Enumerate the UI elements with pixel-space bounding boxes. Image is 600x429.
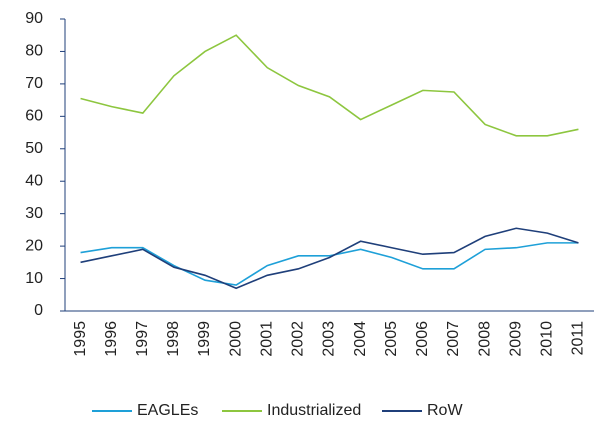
- y-tick-label: 30: [25, 205, 43, 222]
- x-tick-label: 2010: [539, 321, 556, 357]
- x-tick-label: 2007: [445, 321, 462, 357]
- x-tick-label: 1995: [72, 321, 89, 357]
- x-tick-label: 1996: [103, 321, 120, 357]
- y-tick-label: 50: [25, 140, 43, 157]
- y-tick-label: 90: [25, 10, 43, 27]
- x-tick-label: 1997: [134, 321, 151, 357]
- y-tick-label: 70: [25, 75, 43, 92]
- x-tick-label: 2003: [321, 321, 338, 357]
- legend-label: RoW: [427, 402, 463, 419]
- y-tick-label: 80: [25, 43, 43, 60]
- series-line: [80, 227, 579, 290]
- x-tick-label: 2000: [227, 321, 244, 357]
- series-line: [80, 242, 579, 286]
- x-tick-label: 2004: [352, 321, 369, 357]
- y-tick-label: 20: [25, 237, 43, 254]
- x-tick-label: 2005: [383, 321, 400, 357]
- y-tick-label: 0: [34, 302, 43, 319]
- legend-label: Industrialized: [267, 402, 361, 419]
- x-tick-label: 2009: [507, 321, 524, 357]
- y-tick-label: 60: [25, 108, 43, 125]
- x-tick-label: 2006: [414, 321, 431, 357]
- y-tick-label: 10: [25, 270, 43, 287]
- legend-label: EAGLEs: [137, 402, 198, 419]
- x-tick-label: 2002: [290, 321, 307, 357]
- x-tick-label: 1999: [196, 321, 213, 357]
- x-tick-label: 2011: [570, 321, 587, 356]
- x-tick-label: 2008: [476, 321, 493, 357]
- series-line: [80, 34, 579, 137]
- x-tick-label: 1998: [165, 321, 182, 357]
- x-tick-label: 2001: [258, 321, 275, 357]
- y-tick-label: 40: [25, 172, 43, 189]
